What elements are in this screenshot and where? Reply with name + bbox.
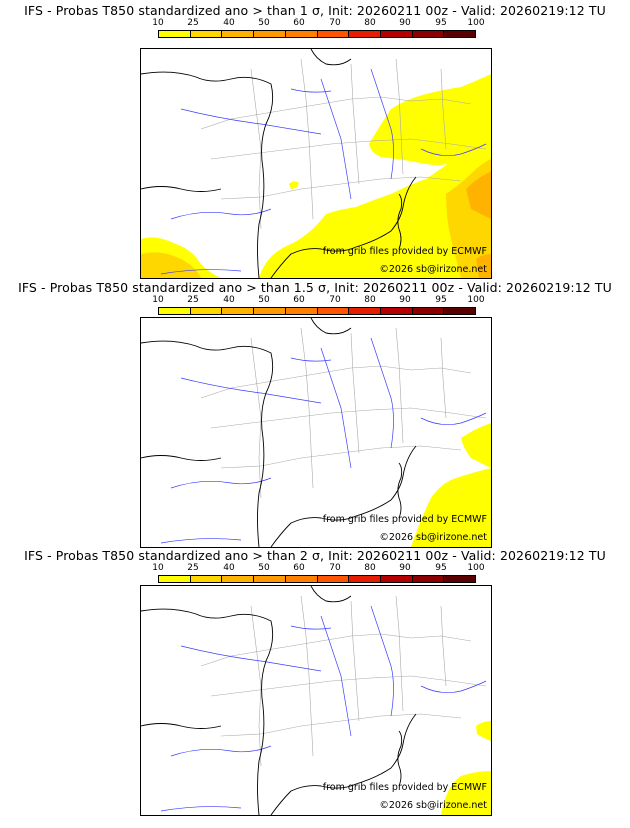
scale-bin <box>159 308 191 314</box>
scale-bin <box>444 308 476 314</box>
scale-bin <box>412 308 445 314</box>
scale-label: 25 <box>187 563 199 573</box>
scale-label: 95 <box>435 18 447 28</box>
scale-bin <box>222 31 255 37</box>
scale-label: 40 <box>223 18 235 28</box>
coastline <box>141 586 417 815</box>
scale-label: 10 <box>152 18 164 28</box>
scale-label: 70 <box>329 18 341 28</box>
rivers <box>160 337 487 544</box>
rivers <box>160 68 487 275</box>
probability-area-orange <box>466 171 491 278</box>
scale-label: 70 <box>329 563 341 573</box>
map-frame: from grib files provided by ECMWF ©2026 … <box>140 48 492 279</box>
scale-bin <box>349 308 381 314</box>
scale-bin <box>190 31 223 37</box>
rivers <box>160 605 487 812</box>
scale-label: 25 <box>187 295 199 305</box>
scale-bin <box>222 308 255 314</box>
data-source-credit: from grib files provided by ECMWF <box>322 782 487 793</box>
scale-bin <box>159 31 191 37</box>
scale-bin <box>285 31 318 37</box>
scale-label: 100 <box>467 295 485 305</box>
scale-bin <box>285 308 318 314</box>
map-frame: from grib files provided by ECMWF ©2026 … <box>140 317 492 548</box>
scale-bin <box>285 576 318 582</box>
scale-label: 90 <box>399 563 411 573</box>
country-borders <box>200 58 487 230</box>
scale-label: 60 <box>293 295 305 305</box>
scale-label: 90 <box>399 295 411 305</box>
scale-bin <box>380 31 413 37</box>
probability-color-scale <box>158 575 476 583</box>
map-panel-3: IFS - Probas T850 standardized ano > tha… <box>0 548 630 818</box>
scale-bin <box>317 308 350 314</box>
scale-label: 80 <box>364 295 376 305</box>
scale-label: 10 <box>152 563 164 573</box>
panel-title: IFS - Probas T850 standardized ano > tha… <box>18 280 612 295</box>
scale-bin <box>317 31 350 37</box>
scale-label: 70 <box>329 295 341 305</box>
scale-bin <box>349 576 381 582</box>
coastline <box>141 318 417 547</box>
map-frame: from grib files provided by ECMWF ©2026 … <box>140 585 492 816</box>
panel-title: IFS - Probas T850 standardized ano > tha… <box>24 3 606 18</box>
scale-bin <box>254 308 286 314</box>
coastline <box>141 49 417 278</box>
scale-bin <box>380 308 413 314</box>
scale-bin <box>254 31 286 37</box>
scale-bin <box>349 31 381 37</box>
probability-area-yellow <box>411 423 491 547</box>
country-borders <box>200 327 487 499</box>
scale-bin <box>444 576 476 582</box>
scale-labels: 10 25 40 50 60 70 80 90 95 100 <box>0 18 630 29</box>
probability-color-scale <box>158 30 476 38</box>
scale-bin <box>444 31 476 37</box>
scale-bin <box>412 576 445 582</box>
scale-label: 50 <box>258 295 270 305</box>
scale-bin <box>412 31 445 37</box>
scale-label: 80 <box>364 18 376 28</box>
scale-label: 95 <box>435 295 447 305</box>
scale-bin <box>380 576 413 582</box>
scale-bin <box>222 576 255 582</box>
scale-labels: 10 25 40 50 60 70 80 90 95 100 <box>0 295 630 306</box>
scale-label: 95 <box>435 563 447 573</box>
map-svg <box>141 586 491 815</box>
copyright-credit: ©2026 sb@irizone.net <box>379 800 487 811</box>
scale-bin <box>190 308 223 314</box>
map-svg <box>141 318 491 547</box>
scale-label: 60 <box>293 563 305 573</box>
scale-label: 40 <box>223 563 235 573</box>
scale-label: 100 <box>467 563 485 573</box>
probability-color-scale <box>158 307 476 315</box>
country-borders <box>200 595 487 767</box>
scale-bin <box>159 576 191 582</box>
scale-label: 10 <box>152 295 164 305</box>
scale-label: 40 <box>223 295 235 305</box>
data-source-credit: from grib files provided by ECMWF <box>322 246 487 257</box>
map-panel-2: IFS - Probas T850 standardized ano > tha… <box>0 280 630 548</box>
scale-label: 60 <box>293 18 305 28</box>
scale-labels: 10 25 40 50 60 70 80 90 95 100 <box>0 563 630 574</box>
map-svg <box>141 49 491 278</box>
panel-title: IFS - Probas T850 standardized ano > tha… <box>24 548 606 563</box>
scale-label: 25 <box>187 18 199 28</box>
scale-bin <box>317 576 350 582</box>
data-source-credit: from grib files provided by ECMWF <box>322 514 487 525</box>
scale-label: 90 <box>399 18 411 28</box>
scale-label: 50 <box>258 18 270 28</box>
scale-label: 50 <box>258 563 270 573</box>
copyright-credit: ©2026 sb@irizone.net <box>379 532 487 543</box>
scale-bin <box>254 576 286 582</box>
scale-bin <box>190 576 223 582</box>
map-panel-1: IFS - Probas T850 standardized ano > tha… <box>0 3 630 279</box>
scale-label: 100 <box>467 18 485 28</box>
scale-label: 80 <box>364 563 376 573</box>
copyright-credit: ©2026 sb@irizone.net <box>379 264 487 275</box>
probability-area-yellow <box>441 721 491 815</box>
